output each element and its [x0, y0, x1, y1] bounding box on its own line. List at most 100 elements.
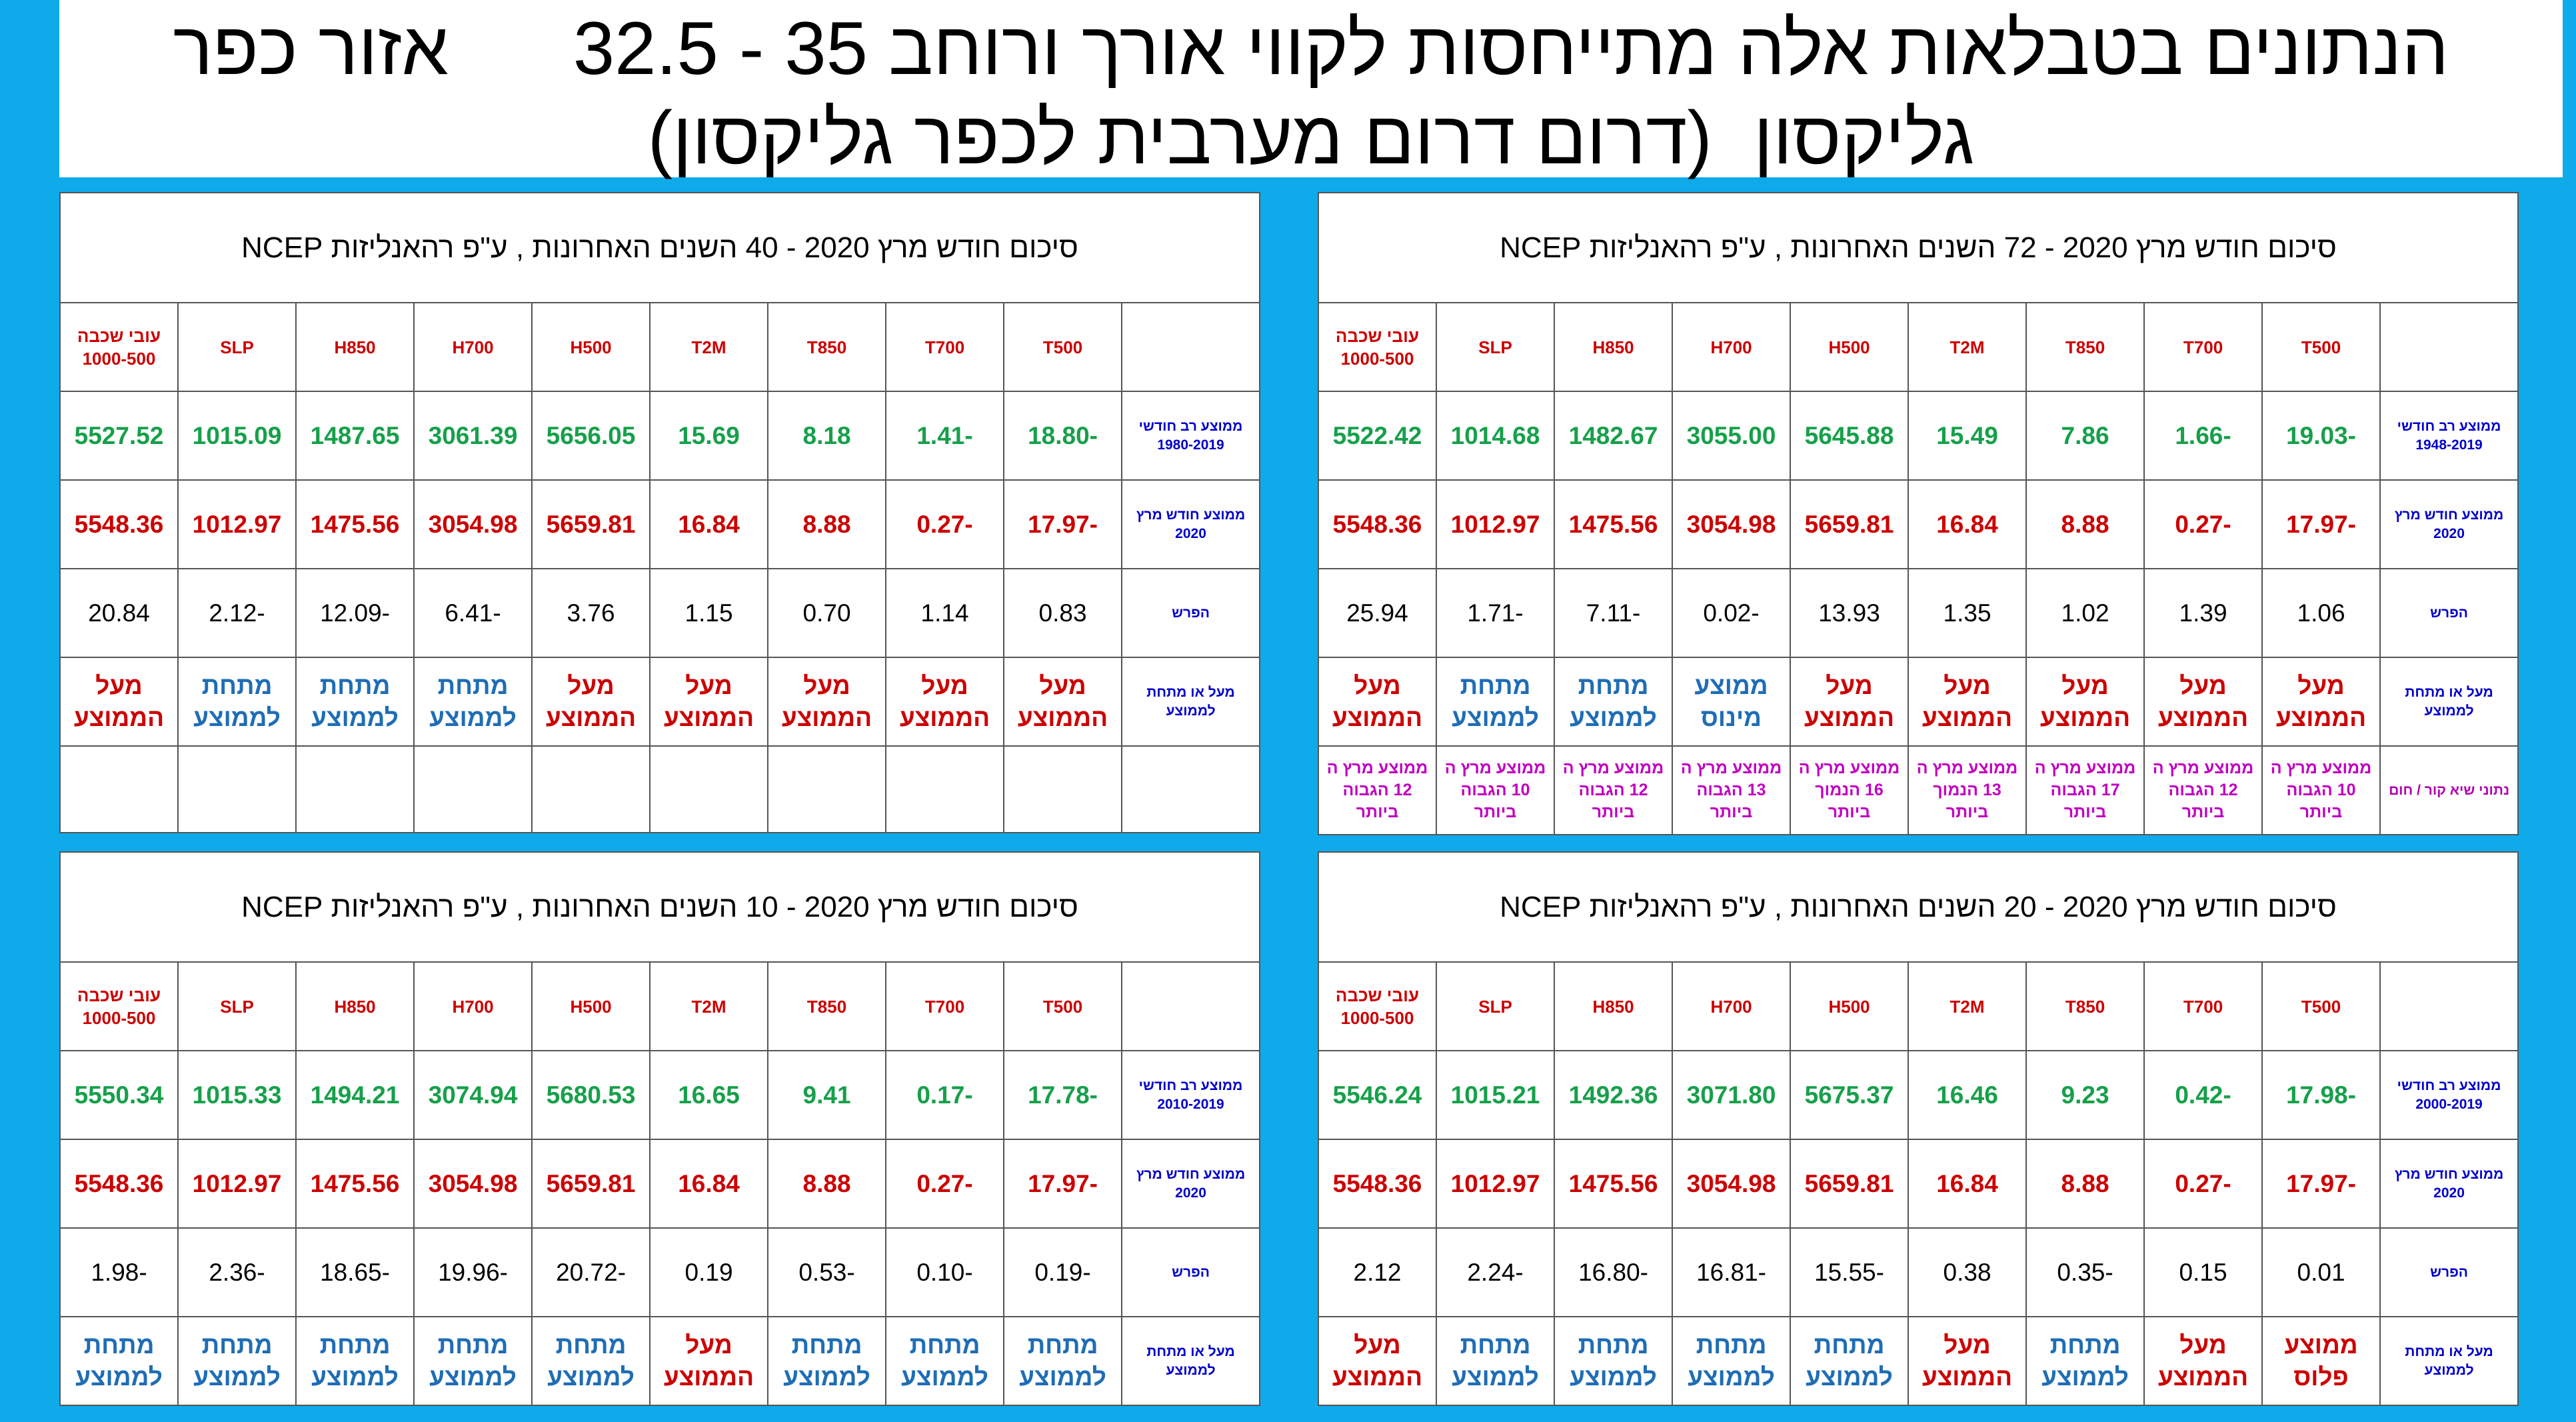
- cell-value: -1.41: [885, 391, 1005, 481]
- cell-value: 1487.65: [295, 391, 415, 481]
- column-header: T2M: [649, 302, 769, 392]
- cell-value: 8.88: [2025, 1139, 2145, 1229]
- cell-value: 15.69: [649, 391, 769, 481]
- cell-value: ממוצע מינוס: [1672, 657, 1792, 747]
- column-header: H700: [413, 302, 533, 392]
- column-header: T500: [2261, 961, 2381, 1051]
- cell-value: 16.84: [1908, 479, 2027, 569]
- cell-value: 25.94: [1317, 568, 1438, 658]
- title-line: גליקסון (דרום דרום מערבית לכפר גליקסון): [647, 96, 1975, 179]
- cell-value: מתחת לממוצע: [1554, 1316, 1674, 1406]
- cell-value: -0.27: [2143, 479, 2263, 569]
- cell-value: 7.86: [2025, 391, 2145, 481]
- cell-value: 13.93: [1790, 568, 1910, 658]
- column-header: SLP: [1436, 961, 1556, 1051]
- cell-value: -7.11: [1554, 568, 1674, 658]
- cell-value: מתחת לממוצע: [59, 1316, 179, 1406]
- cell-value: 8.18: [767, 391, 887, 481]
- row-label: ממוצע רב חודשי 1980-2019: [1121, 391, 1261, 481]
- cell-value: 16.84: [649, 479, 769, 569]
- corner-cell: [2379, 961, 2519, 1051]
- cell-value: ממוצע פלוס: [2261, 1316, 2381, 1406]
- data-row: ממוצע רב חודשי 2010-2019 -17.78 -0.17 9.41 1…: [59, 1050, 1261, 1140]
- data-table: סיכום חודש מרץ 2020 - 40 השנים האחרונות …: [59, 192, 1261, 833]
- cell-value: 5522.42: [1317, 391, 1438, 481]
- cell-value: מתחת לממוצע: [1003, 1316, 1123, 1406]
- cell-value: -0.27: [885, 479, 1005, 569]
- empty-cell: [177, 745, 297, 833]
- row-label: ממוצע רב חודשי 2000-2019: [2379, 1050, 2519, 1140]
- cell-value: 2.12: [1317, 1227, 1438, 1317]
- column-header: SLP: [1436, 302, 1556, 392]
- cell-value: 1475.56: [295, 479, 415, 569]
- column-header: H850: [295, 302, 415, 392]
- column-header: H850: [1554, 961, 1674, 1051]
- cell-value: 5680.53: [531, 1050, 651, 1140]
- cell-value: מעל הממוצע: [2261, 657, 2381, 747]
- cell-value: מעל הממוצע: [885, 657, 1005, 747]
- table-title: סיכום חודש מרץ 2020 - 72 השנים האחרונות …: [1317, 192, 2519, 303]
- column-header: H500: [1790, 961, 1910, 1051]
- cell-value: 8.88: [767, 479, 887, 569]
- cell-value: -17.97: [1003, 1139, 1123, 1229]
- cell-value: מתחת לממוצע: [177, 1316, 297, 1406]
- cell-value: 1.39: [2143, 568, 2263, 658]
- row-label: ממוצע חודש מרץ 2020: [1121, 1139, 1261, 1229]
- cell-value: 3071.80: [1672, 1050, 1792, 1140]
- cell-value: -0.19: [1003, 1227, 1123, 1317]
- column-header: H850: [295, 961, 415, 1051]
- cell-value: מעל הממוצע: [649, 657, 769, 747]
- cell-value: מעל הממוצע: [1317, 657, 1438, 747]
- column-header: H500: [531, 961, 651, 1051]
- cell-value: מתחת לממוצע: [177, 657, 297, 747]
- header-row: T500 T700 T850 T2M H500 H700 H850 SLP עובי שכבה …: [59, 961, 1261, 1051]
- row-label: הפרש: [1121, 568, 1261, 658]
- cell-value: -0.27: [885, 1139, 1005, 1229]
- cell-value: -17.97: [1003, 479, 1123, 569]
- cell-value: 9.41: [767, 1050, 887, 1140]
- row-label: מעל או מתחת לממוצע: [2379, 1316, 2519, 1406]
- column-header: H850: [1554, 302, 1674, 392]
- cell-value: 3054.98: [413, 1139, 533, 1229]
- cell-value: 1482.67: [1554, 391, 1674, 481]
- data-row: מעל או מתחת לממוצע מתחת לממוצע מתחת לממוצע…: [59, 1316, 1261, 1406]
- empty-row: [59, 745, 1261, 833]
- cell-value: 0.01: [2261, 1227, 2381, 1317]
- row-label: מעל או מתחת לממוצע: [2379, 657, 2519, 747]
- empty-cell: [59, 745, 179, 833]
- cell-value: 1.02: [2025, 568, 2145, 658]
- cell-value: -20.72: [531, 1227, 651, 1317]
- cell-value: -15.55: [1790, 1227, 1910, 1317]
- cell-value: ממוצע מרץ ה 17 הגבוה ביותר: [2025, 745, 2145, 835]
- cell-value: 1012.97: [177, 1139, 297, 1229]
- data-row: ממוצע חודש מרץ 2020 -17.97 -0.27 8.88 16.84 5…: [1317, 479, 2519, 569]
- cell-value: -19.03: [2261, 391, 2381, 481]
- cell-value: 1.35: [1908, 568, 2027, 658]
- cell-value: 8.88: [767, 1139, 887, 1229]
- cell-value: ממוצע מרץ ה 13 הגבוה ביותר: [1672, 745, 1792, 835]
- cell-value: 15.49: [1908, 391, 2027, 481]
- cell-value: 5548.36: [59, 479, 179, 569]
- cell-value: 5656.05: [531, 391, 651, 481]
- cell-value: 5645.88: [1790, 391, 1910, 481]
- cell-value: 3054.98: [1672, 1139, 1792, 1229]
- empty-cell: [1003, 745, 1123, 833]
- cell-value: -0.27: [2143, 1139, 2263, 1229]
- cell-value: 5659.81: [1790, 479, 1910, 569]
- cell-value: 1475.56: [1554, 1139, 1674, 1229]
- column-header: T2M: [649, 961, 769, 1051]
- empty-cell: [649, 745, 769, 833]
- cell-value: 1.15: [649, 568, 769, 658]
- cell-value: 0.38: [1908, 1227, 2027, 1317]
- column-header: T700: [885, 961, 1005, 1051]
- cell-value: מעל הממוצע: [2143, 1316, 2263, 1406]
- cell-value: ממוצע מרץ ה 13 הנמוך ביותר: [1908, 745, 2027, 835]
- cell-value: 1475.56: [295, 1139, 415, 1229]
- cell-value: 5548.36: [1317, 479, 1438, 569]
- cell-value: 1.06: [2261, 568, 2381, 658]
- cell-value: -18.80: [1003, 391, 1123, 481]
- data-row: מעל או מתחת לממוצע מעל הממוצע מעל הממוצע מע…: [59, 657, 1261, 747]
- title-row: סיכום חודש מרץ 2020 - 72 השנים האחרונות …: [1317, 192, 2519, 303]
- cell-value: -16.81: [1672, 1227, 1792, 1317]
